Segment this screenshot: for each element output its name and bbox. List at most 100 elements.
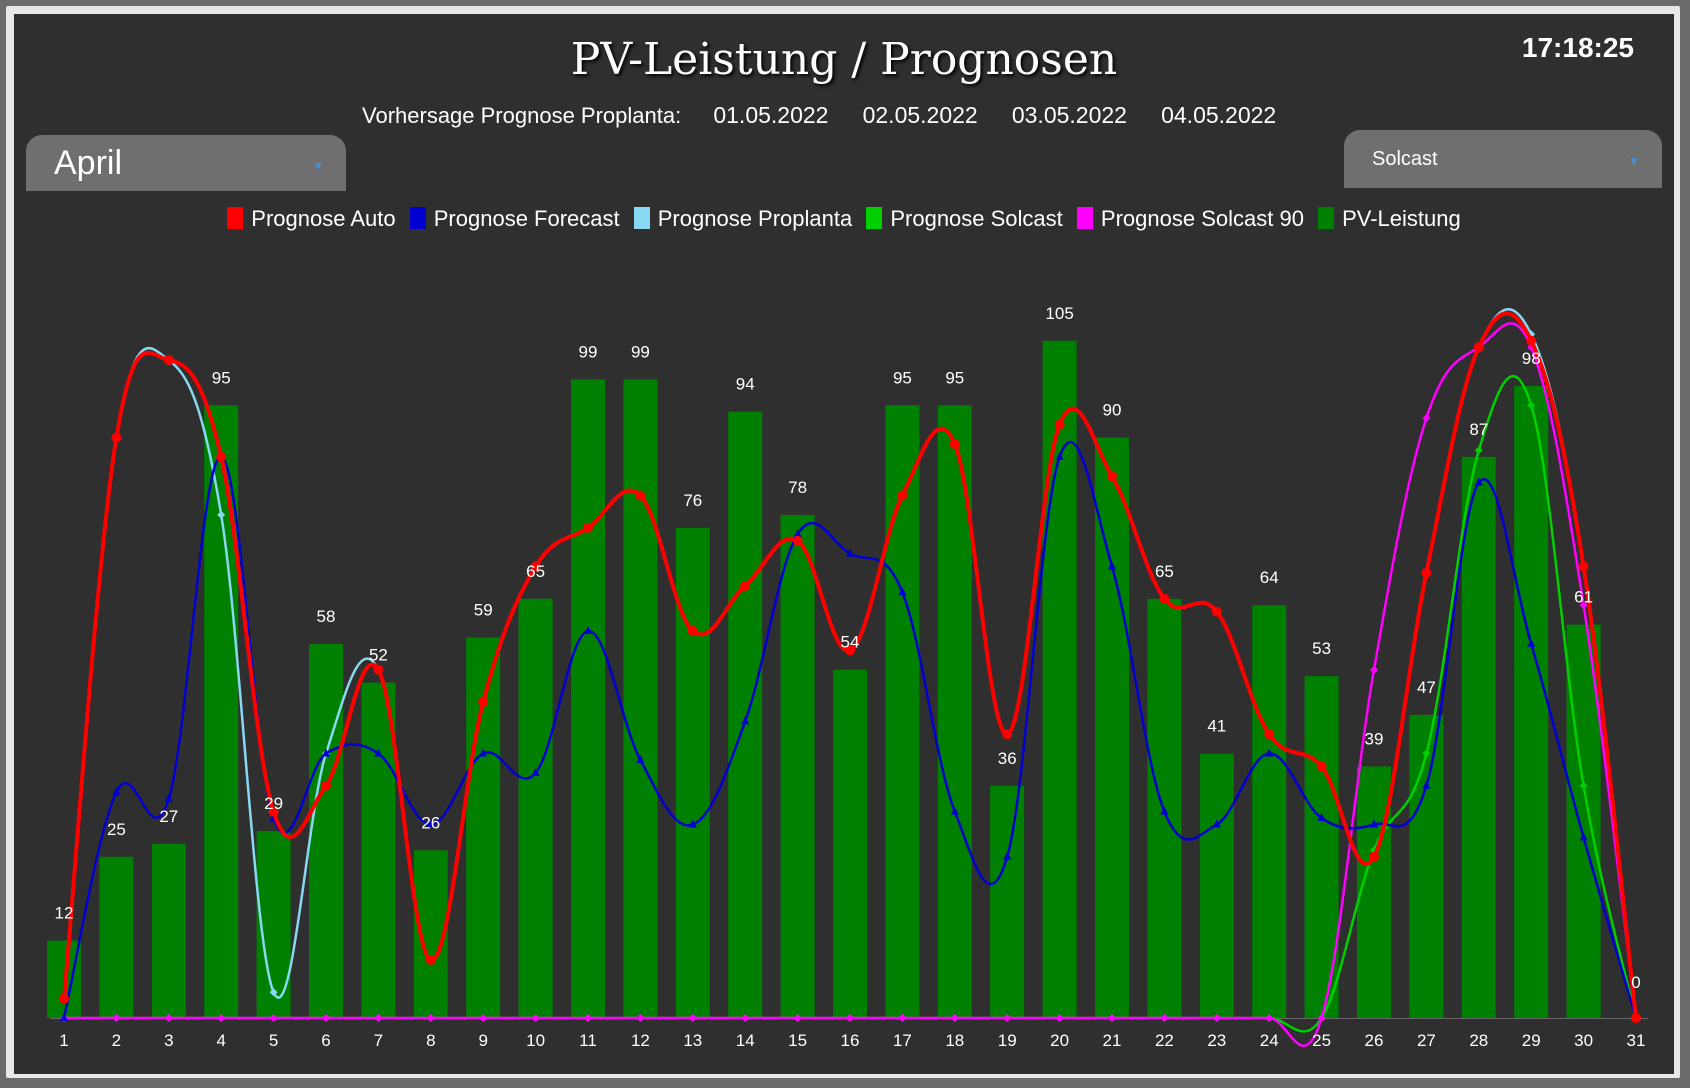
- point-forecast-day-12: [636, 755, 645, 763]
- point-forecast-day-15: [793, 529, 802, 538]
- legend-swatch: [866, 207, 883, 229]
- point-auto-day-30: [1578, 561, 1589, 572]
- point-auto-day-24: [1264, 729, 1275, 740]
- legend-item-proplanta[interactable]: Prognose Proplanta: [633, 206, 853, 232]
- point-forecast-day-23: [1212, 819, 1221, 828]
- x-tick-label-9: 9: [478, 1031, 487, 1050]
- x-tick-label-18: 18: [945, 1031, 964, 1050]
- bar-pv-day-29: [1514, 385, 1549, 1018]
- legend-item-pv[interactable]: PV-Leistung: [1318, 206, 1461, 232]
- data-label-day-31: 0: [1631, 973, 1640, 992]
- point-solcast90-day-2: [112, 1014, 121, 1022]
- bar-pv-day-19: [990, 785, 1025, 1018]
- point-auto-day-18: [949, 438, 960, 449]
- point-solcast-day-30: [1579, 781, 1588, 790]
- point-auto-day-16: [845, 645, 855, 656]
- point-solcast90-day-24: [1265, 1014, 1274, 1022]
- chevron-down-icon: ▼: [1628, 154, 1640, 168]
- point-solcast90-day-23: [1212, 1014, 1221, 1022]
- point-forecast-day-7: [374, 748, 383, 757]
- x-tick-label-8: 8: [426, 1031, 435, 1050]
- point-forecast-day-27: [1422, 780, 1431, 789]
- x-tick-label-25: 25: [1312, 1031, 1331, 1050]
- point-solcast90-day-25: [1317, 1014, 1326, 1022]
- point-forecast-day-24: [1265, 748, 1274, 757]
- month-select[interactable]: April ▼: [26, 135, 346, 191]
- point-forecast-day-30: [1579, 832, 1588, 841]
- legend-item-solcast90[interactable]: Prognose Solcast 90: [1076, 206, 1304, 232]
- point-forecast-day-6: [322, 748, 330, 757]
- data-label-day-26: 39: [1365, 729, 1384, 748]
- bar-pv-day-28: [1461, 456, 1496, 1019]
- x-tick-label-4: 4: [216, 1031, 225, 1050]
- bar-pv-day-10: [518, 598, 553, 1018]
- data-label-day-18: 95: [945, 368, 964, 387]
- bar-pv-day-17: [885, 405, 920, 1018]
- x-tick-label-16: 16: [841, 1031, 860, 1050]
- legend-label: Prognose Proplanta: [657, 206, 853, 231]
- x-tick-label-13: 13: [683, 1031, 702, 1050]
- data-label-day-24: 64: [1260, 568, 1279, 587]
- x-tick-label-29: 29: [1522, 1031, 1541, 1050]
- point-solcast90-day-3: [164, 1014, 173, 1022]
- legend-item-auto[interactable]: Prognose Auto: [227, 206, 396, 232]
- x-tick-label-19: 19: [998, 1031, 1017, 1050]
- data-label-day-8: 26: [421, 813, 440, 832]
- legend-swatch: [1318, 207, 1335, 229]
- point-auto-day-9: [478, 696, 489, 707]
- point-forecast-day-21: [1108, 561, 1116, 570]
- point-auto-day-3: [163, 355, 174, 366]
- page-title: PV-Leistung / Prognosen: [570, 34, 1118, 85]
- legend-label: Prognose Auto: [251, 206, 396, 231]
- point-solcast90-day-14: [741, 1014, 750, 1022]
- x-tick-label-20: 20: [1050, 1031, 1069, 1050]
- point-forecast-day-19: [1003, 851, 1012, 860]
- line-auto: [62, 311, 1638, 1019]
- legend-item-solcast[interactable]: Prognose Solcast: [866, 206, 1063, 232]
- point-forecast-day-18: [950, 806, 959, 815]
- bar-pv-day-24: [1252, 605, 1287, 1018]
- x-tick-label-30: 30: [1574, 1031, 1593, 1050]
- data-label-day-27: 47: [1417, 678, 1436, 697]
- data-label-day-28: 87: [1469, 420, 1488, 439]
- forecast-date-1: 01.05.2022: [713, 102, 829, 128]
- point-auto-day-25: [1316, 761, 1327, 772]
- point-forecast-day-14: [741, 716, 750, 725]
- chart-legend: Prognose Auto Prognose Forecast Prognose…: [14, 206, 1674, 232]
- source-select[interactable]: Solcast ▼: [1344, 130, 1662, 188]
- point-auto-day-19: [1002, 729, 1013, 740]
- bar-pv-day-12: [623, 379, 658, 1018]
- data-label-day-5: 29: [264, 794, 283, 813]
- point-solcast90-day-11: [584, 1014, 592, 1022]
- data-label-day-1: 12: [55, 904, 74, 923]
- x-tick-label-17: 17: [893, 1031, 912, 1050]
- data-label-day-30: 61: [1574, 588, 1593, 607]
- point-solcast90-day-16: [846, 1014, 854, 1022]
- point-forecast-day-8: [426, 819, 435, 828]
- data-label-day-23: 41: [1207, 717, 1226, 736]
- x-tick-label-14: 14: [736, 1031, 755, 1050]
- point-auto-day-1: [59, 993, 69, 1004]
- x-tick-label-5: 5: [269, 1031, 278, 1050]
- data-label-day-15: 78: [788, 478, 807, 497]
- point-solcast90-day-22: [1160, 1014, 1169, 1022]
- legend-label: PV-Leistung: [1342, 206, 1461, 231]
- point-solcast90-day-9: [479, 1014, 488, 1022]
- legend-label: Prognose Solcast 90: [1100, 206, 1304, 231]
- data-label-day-7: 52: [369, 646, 388, 665]
- forecast-label: Vorhersage Prognose Proplanta:: [362, 103, 682, 128]
- point-solcast90-day-12: [636, 1014, 645, 1022]
- data-label-day-22: 65: [1155, 562, 1174, 581]
- point-auto-day-12: [635, 490, 646, 501]
- data-label-day-6: 58: [317, 607, 336, 626]
- bar-pv-day-2: [99, 856, 134, 1018]
- legend-swatch: [633, 207, 650, 229]
- point-solcast90-day-4: [217, 1014, 226, 1022]
- legend-item-forecast[interactable]: Prognose Forecast: [409, 206, 620, 232]
- point-forecast-day-22: [1160, 806, 1169, 815]
- point-solcast90-day-10: [531, 1014, 540, 1022]
- point-solcast90-day-21: [1108, 1014, 1116, 1022]
- data-label-day-14: 94: [736, 375, 755, 394]
- point-proplanta-day-4: [217, 510, 226, 519]
